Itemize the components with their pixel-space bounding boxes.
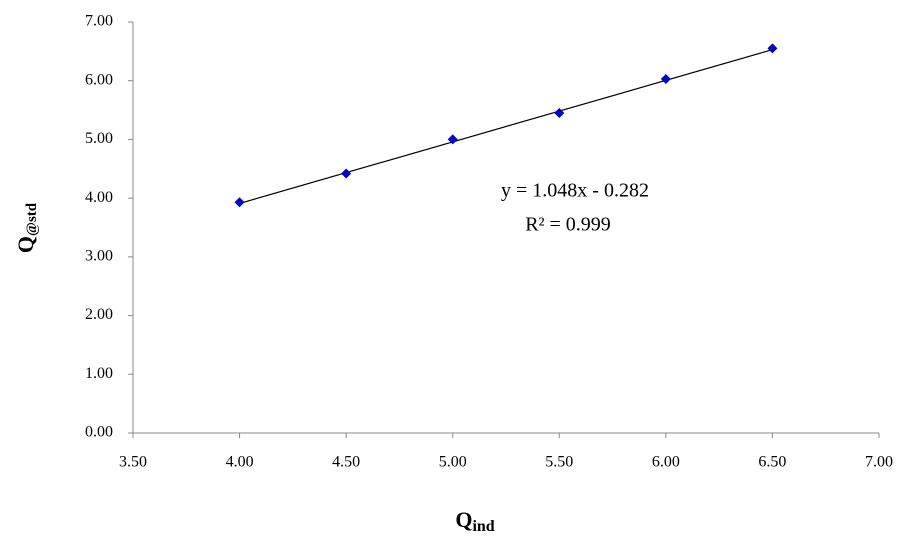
trendline-equation: y = 1.048x - 0.282 [501, 180, 649, 202]
data-point [767, 43, 777, 53]
x-axis-title-sub: ind [472, 518, 494, 535]
x-tick-label: 4.00 [226, 454, 254, 471]
y-tick-label: 1.00 [85, 365, 113, 382]
data-point [341, 168, 351, 178]
y-tick-label: 0.00 [85, 424, 113, 441]
x-axis-title-main: Q [455, 507, 472, 532]
chart: Qind Q@std y = 1.048x - 0.282 R² = 0.999… [0, 0, 904, 545]
page: {"chart_data": {"type": "scatter", "xlab… [0, 0, 904, 545]
x-tick-label: 5.00 [439, 454, 467, 471]
y-axis-title-sub: @std [24, 202, 40, 236]
y-tick-label: 6.00 [85, 71, 113, 88]
x-tick-label: 6.50 [758, 454, 786, 471]
x-tick-label: 3.50 [119, 454, 147, 471]
y-tick-label: 3.00 [85, 248, 113, 265]
x-axis-title: Qind [455, 507, 494, 535]
y-tick-label: 2.00 [85, 306, 113, 323]
x-tick-label: 6.00 [652, 454, 680, 471]
y-tick-label: 7.00 [85, 13, 113, 30]
data-point [661, 74, 671, 84]
y-axis-title: Q@std [13, 202, 40, 253]
x-tick-label: 7.00 [865, 454, 893, 471]
x-tick-label: 4.50 [332, 454, 360, 471]
trendline-r2: R² = 0.999 [525, 214, 611, 236]
x-tick-label: 5.50 [545, 454, 573, 471]
y-tick-label: 4.00 [85, 189, 113, 206]
y-axis-title-main: Q [13, 236, 38, 253]
data-point [235, 197, 245, 207]
y-tick-label: 5.00 [85, 130, 113, 147]
